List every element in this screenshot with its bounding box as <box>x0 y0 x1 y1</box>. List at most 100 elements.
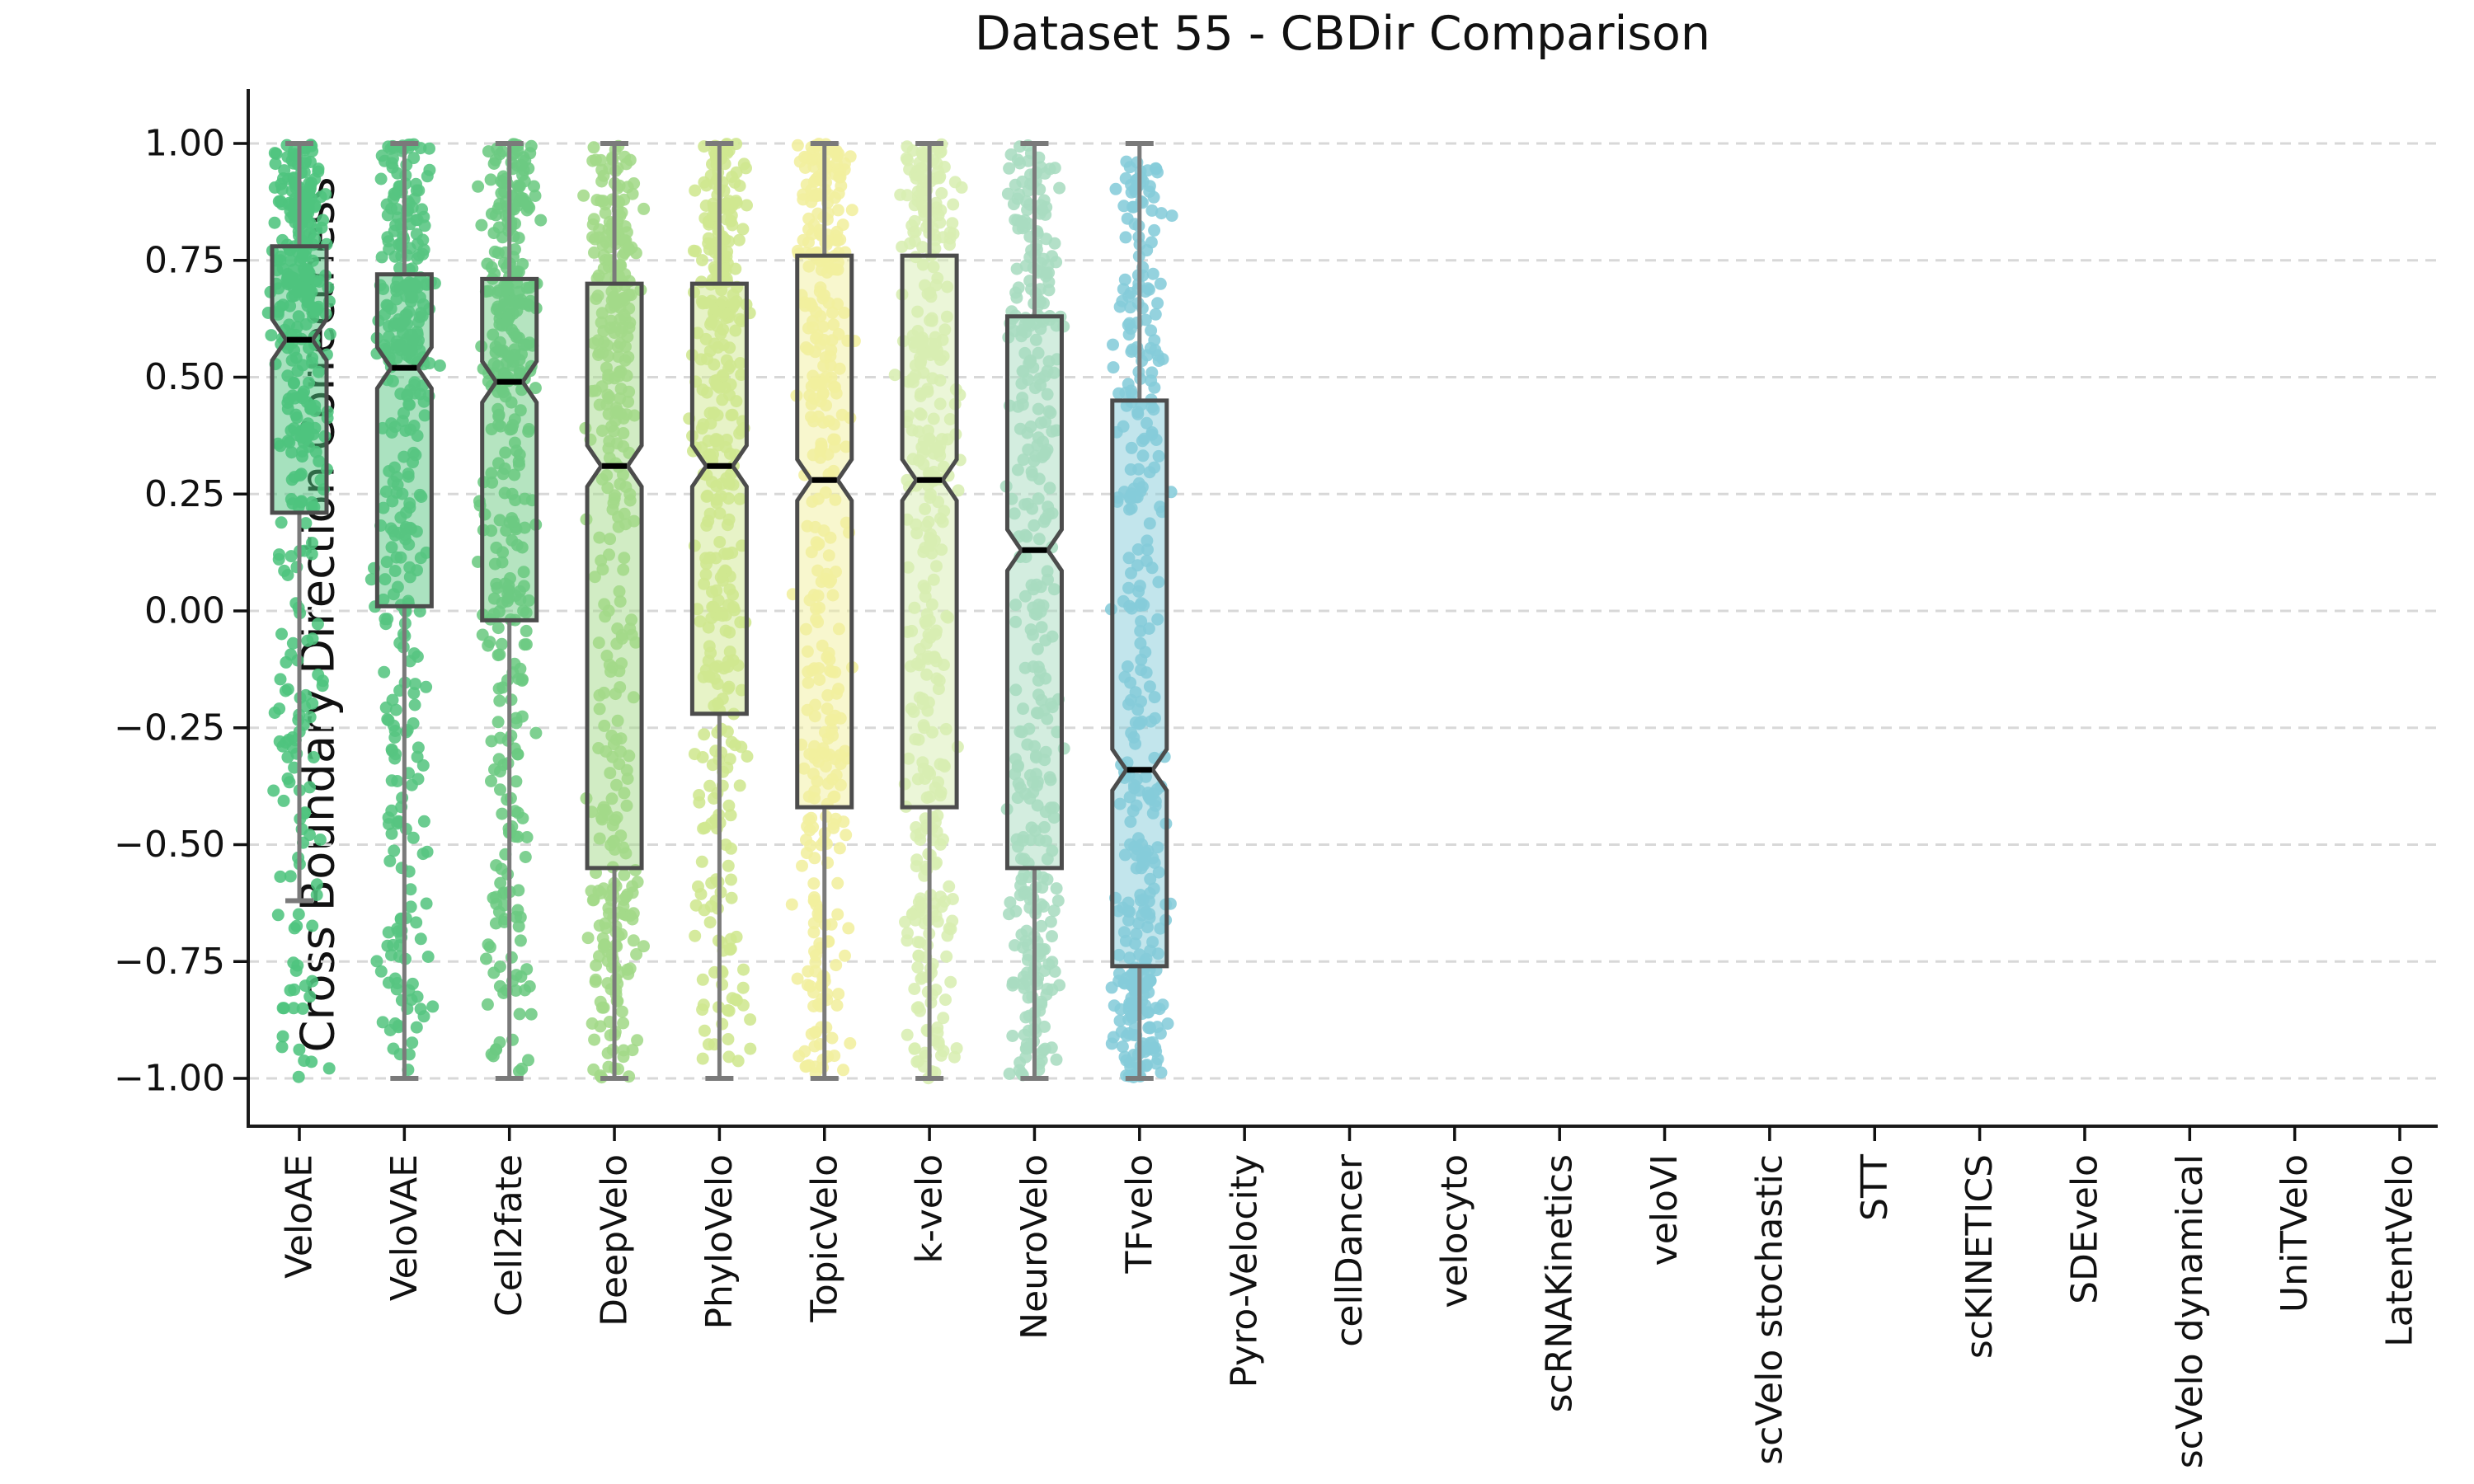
scatter-point <box>472 180 485 193</box>
scatter-point <box>411 214 424 227</box>
scatter-point <box>302 215 315 228</box>
scatter-point <box>1047 904 1061 918</box>
scatter-point <box>916 241 929 254</box>
scatter-point <box>799 1060 812 1073</box>
scatter-point <box>696 1052 709 1065</box>
scatter-point <box>268 216 281 229</box>
scatter-point <box>706 157 718 171</box>
scatter-point <box>410 228 423 241</box>
scatter-point <box>791 139 804 152</box>
scatter-point <box>721 725 734 738</box>
scatter-point <box>1050 1053 1063 1066</box>
scatter-point <box>1146 267 1159 280</box>
boxplot-VeloAE <box>270 141 329 904</box>
scatter-point <box>385 827 398 840</box>
x-tick-label-LatentVelo: LatentVelo <box>2379 1154 2421 1347</box>
scatter-point <box>793 1050 806 1063</box>
x-tick-label-DeepVelo: DeepVelo <box>594 1154 636 1327</box>
scatter-point <box>275 516 288 529</box>
scatter-point <box>1120 155 1133 168</box>
scatter-point <box>519 851 532 863</box>
scatter-point <box>292 1070 305 1083</box>
scatter-point <box>901 1028 914 1041</box>
scatter-point <box>1021 204 1034 217</box>
scatter-point <box>510 265 524 278</box>
scatter-point <box>492 622 505 635</box>
scatter-point <box>831 876 844 890</box>
scatter-point <box>520 624 533 637</box>
scatter-point <box>276 233 289 247</box>
scatter-point <box>524 1007 538 1021</box>
scatter-point <box>692 880 704 893</box>
scatter-point <box>1038 1042 1051 1055</box>
scatter-point <box>693 796 706 809</box>
scatter-point <box>275 1040 289 1054</box>
boxplot-NeuroVelo <box>1004 141 1064 1081</box>
scatter-point <box>287 1002 300 1015</box>
scatter-point <box>744 1042 757 1055</box>
scatter-point <box>408 698 421 711</box>
scatter-point <box>376 1016 389 1029</box>
scatter-point <box>689 245 702 258</box>
scatter-point <box>391 203 403 216</box>
scatter-point <box>513 1007 526 1021</box>
scatter-point <box>595 1001 609 1014</box>
scatter-point <box>1046 983 1059 996</box>
scatter-point <box>730 138 743 151</box>
scatter-point <box>284 984 297 997</box>
scatter-point <box>1144 341 1157 355</box>
scatter-point <box>1145 324 1158 337</box>
scatter-point <box>303 781 316 794</box>
scatter-point <box>1107 361 1120 374</box>
scatter-point <box>1001 187 1014 200</box>
scatter-point <box>844 1037 857 1050</box>
scatter-point <box>385 157 398 170</box>
scatter-point <box>622 967 635 980</box>
scatter-point <box>494 731 507 744</box>
notched-box <box>374 272 434 608</box>
scatter-point <box>1153 1003 1166 1016</box>
scatter-point <box>617 1017 630 1030</box>
scatter-point <box>1003 908 1015 921</box>
scatter-point <box>391 977 404 989</box>
scatter-point <box>482 639 495 652</box>
scatter-point <box>1014 879 1027 892</box>
scatter-point <box>433 359 446 372</box>
scatter-point <box>307 751 320 763</box>
scatter-point <box>697 822 710 835</box>
scatter-point <box>830 998 844 1012</box>
scatter-point <box>1155 1066 1168 1079</box>
scatter-point <box>492 247 505 260</box>
scatter-point <box>941 929 954 942</box>
scatter-point <box>903 237 916 250</box>
y-tick-label: 0.00 <box>144 590 225 632</box>
y-tick-label: −1.00 <box>114 1058 225 1100</box>
scatter-point <box>724 214 737 228</box>
x-tick-label-scVelo dynamical: scVelo dynamical <box>2169 1154 2211 1468</box>
boxplot-PhyloVelo <box>689 141 749 1081</box>
scatter-point <box>528 180 540 193</box>
scatter-point <box>275 183 289 196</box>
scatter-point <box>725 842 737 855</box>
scatter-point <box>837 815 850 829</box>
scatter-point <box>388 844 401 857</box>
scatter-point <box>825 918 838 931</box>
scatter-point <box>421 845 434 858</box>
scatter-point <box>497 256 510 270</box>
scatter-point <box>278 564 291 577</box>
scatter-point <box>910 853 924 866</box>
scatter-point <box>733 779 746 792</box>
scatter-point <box>305 547 318 561</box>
scatter-point <box>410 184 423 197</box>
scatter-point <box>804 839 817 852</box>
scatter-point <box>299 517 313 530</box>
scatter-point <box>277 794 290 807</box>
scatter-point <box>916 173 929 186</box>
scatter-point <box>689 929 702 942</box>
gridlines <box>248 142 2438 1080</box>
scatter-point <box>286 636 299 650</box>
scatter-point <box>529 382 542 395</box>
scatter-point <box>1004 896 1017 909</box>
scatter-point <box>306 919 319 932</box>
scatter-point <box>602 1060 615 1073</box>
